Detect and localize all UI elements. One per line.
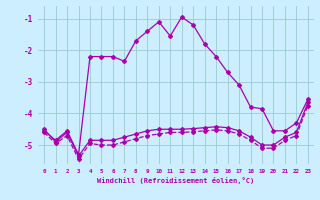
X-axis label: Windchill (Refroidissement éolien,°C): Windchill (Refroidissement éolien,°C) bbox=[97, 177, 255, 184]
